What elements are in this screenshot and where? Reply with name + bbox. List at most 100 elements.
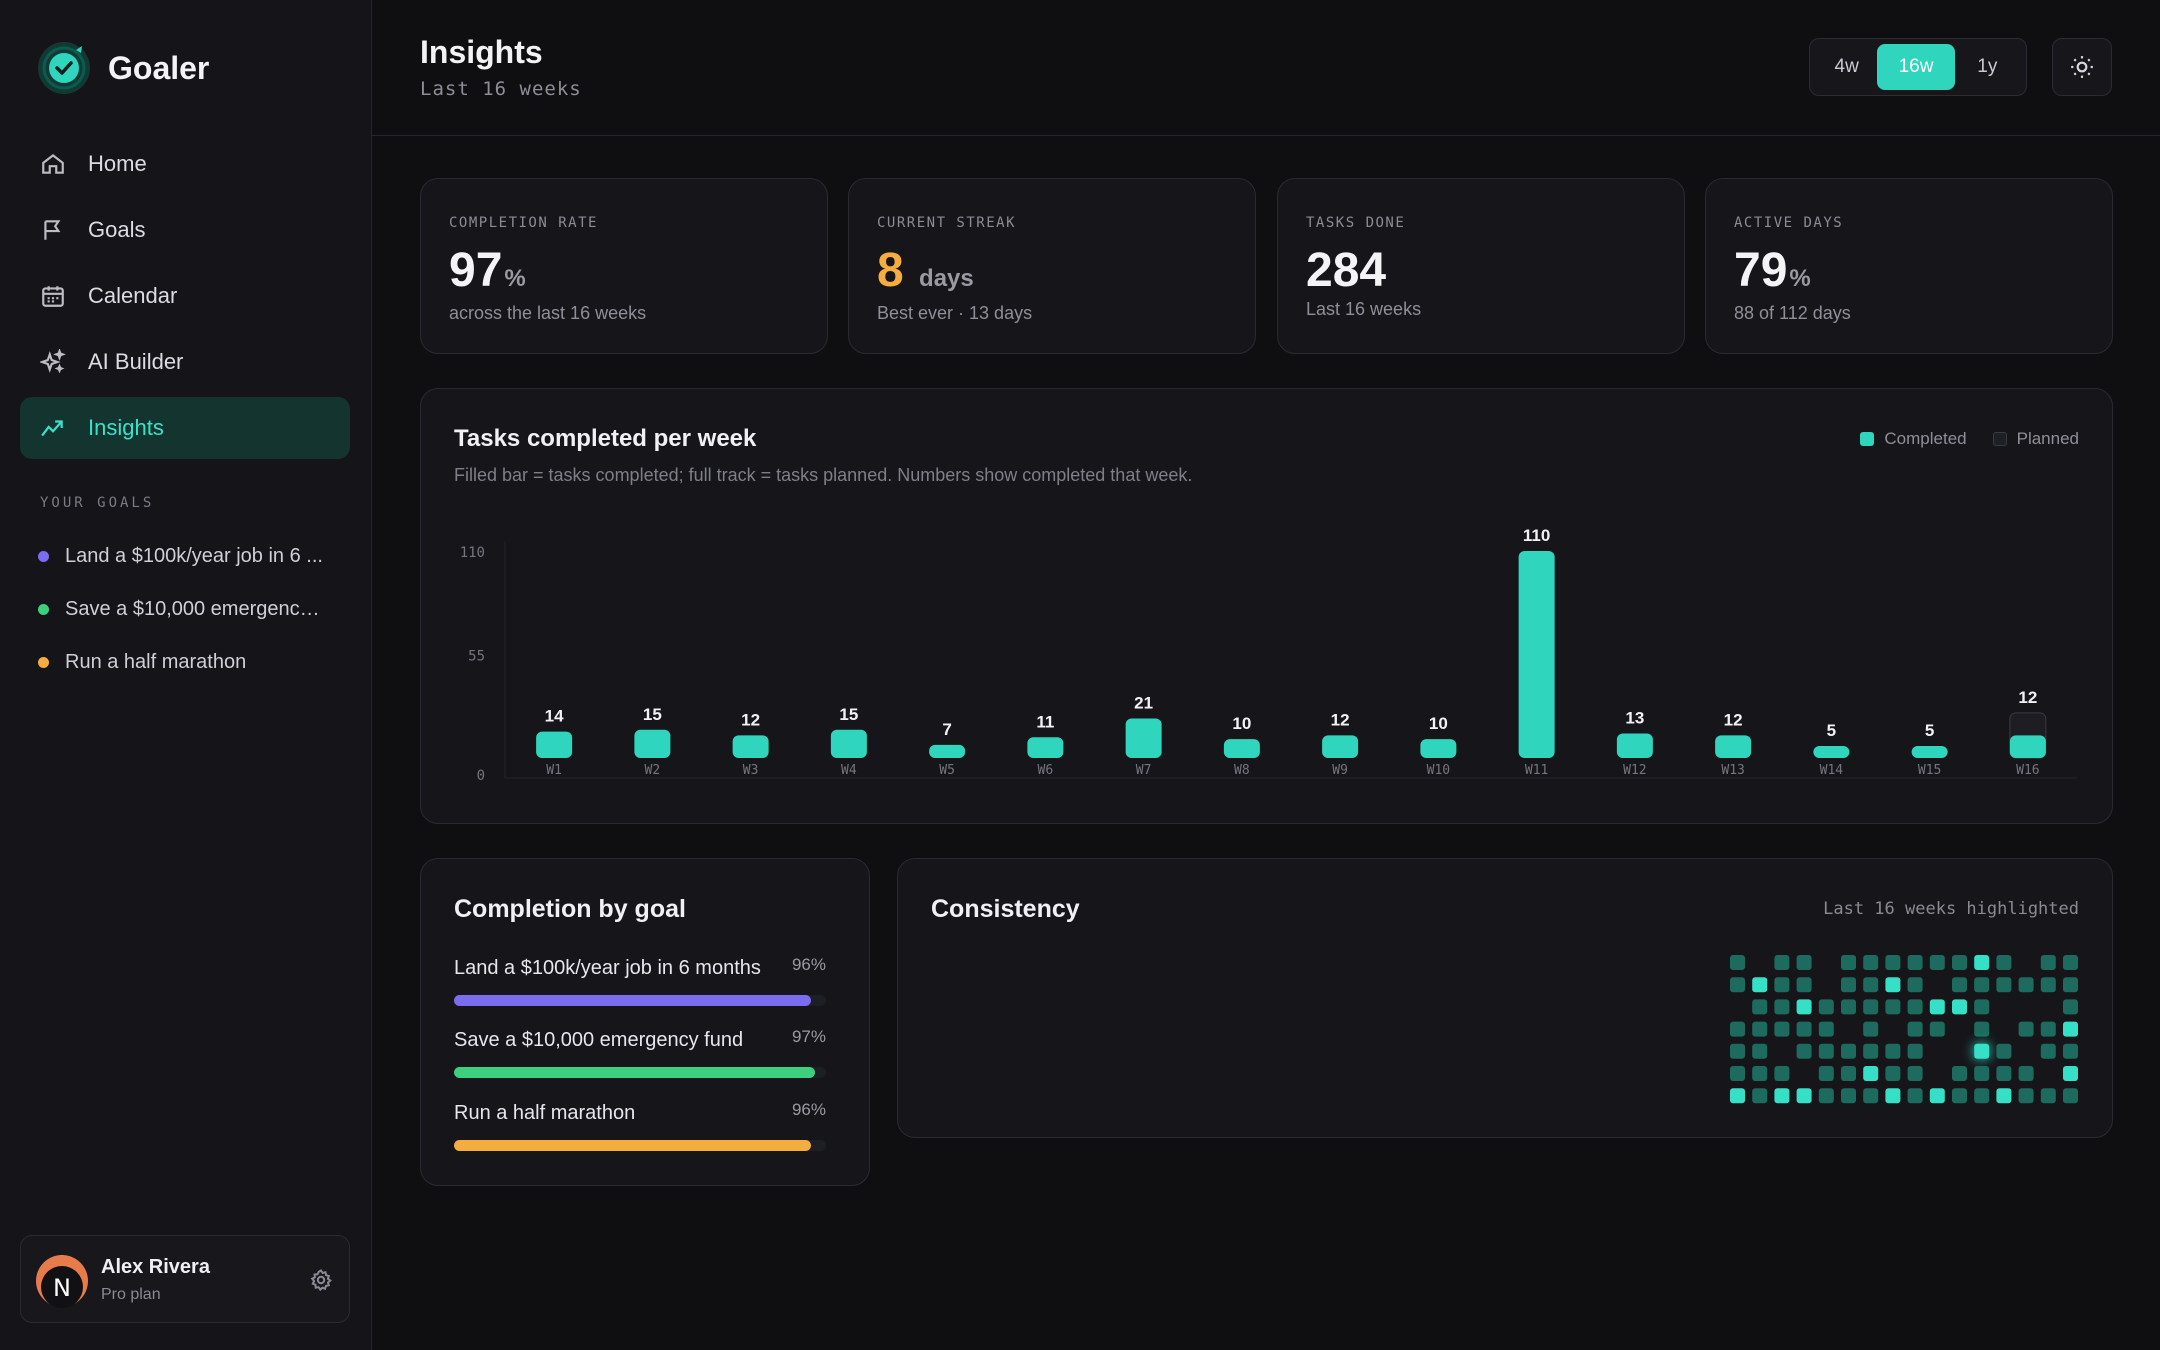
heatmap-cell (2040, 977, 2056, 993)
weekly-tasks-chart-card: 0 55 110 14 W1 15 W2 12 W3 15 W4 7 W5 11 W6 21 W7 10 W8 12 W… (420, 388, 2113, 824)
heatmap-cell (1841, 999, 1856, 1015)
user-card[interactable]: N Alex Rivera Pro plan (20, 1235, 350, 1323)
heatmap-cell (1774, 977, 1790, 993)
user-plan: Pro plan (101, 1286, 161, 1303)
completed-bar[interactable] (1813, 746, 1850, 758)
heatmap-cell (1730, 955, 1745, 970)
completed-bar[interactable] (1125, 718, 1162, 758)
heatmap-cell (2063, 955, 2078, 970)
flag-icon (44, 220, 61, 240)
heatmap-cell (1752, 977, 1768, 993)
heatmap-cell (1863, 1043, 1879, 1059)
stat-label: COMPLETION RATE (449, 215, 598, 231)
completed-bar[interactable] (732, 735, 769, 758)
sidebar-goal-marathon[interactable]: Run a half marathon (38, 636, 338, 689)
goal-progress-fill (454, 995, 812, 1006)
heatmap-cell (1907, 1088, 1923, 1104)
sidebar-goal-savings[interactable]: Save a $10,000 emergency ... (38, 583, 338, 636)
heatmap-cell (1863, 955, 1879, 970)
nav-item-goals[interactable]: Goals (20, 199, 350, 261)
heatmap-cell (1929, 1088, 1945, 1104)
heatmap-cell (1974, 1043, 1990, 1059)
stat-unit: % (1789, 265, 1811, 292)
completed-bar[interactable] (1518, 551, 1555, 758)
goal-color-dot (38, 551, 49, 562)
range-16w-button[interactable]: 16w (1877, 44, 1955, 90)
legend-swatch (1992, 432, 2007, 446)
range-4w-button[interactable]: 4w (1834, 56, 1859, 77)
completed-bar[interactable] (536, 731, 573, 758)
goal-progress-percent: 96% (791, 1100, 826, 1119)
bar-value-label: 7 (942, 720, 951, 739)
completion-by-goal-title: Completion by goal (454, 895, 686, 923)
heatmap-cell (1818, 1066, 1834, 1081)
heatmap-cell (1885, 1043, 1901, 1059)
completed-bar[interactable] (1911, 746, 1948, 758)
completed-bar[interactable] (1715, 735, 1752, 758)
nav-item-calendar[interactable]: Calendar (20, 265, 350, 327)
stat-value: 284 (1306, 243, 1386, 298)
heatmap-cell (1907, 955, 1923, 970)
completed-bar[interactable] (1027, 737, 1064, 758)
gear-icon[interactable] (309, 1268, 333, 1292)
heatmap-cell (1929, 1021, 1945, 1037)
heatmap-cell (1907, 977, 1923, 993)
completed-bar[interactable] (1322, 735, 1359, 758)
heatmap-cell (1730, 1088, 1745, 1104)
goal-progress-fill (454, 1067, 815, 1078)
heatmap-cell (1952, 955, 1967, 970)
heatmap-cell (2040, 1043, 2056, 1059)
stat-number: 284 (1306, 244, 1387, 297)
nav-item-insights[interactable]: Insights (20, 397, 350, 459)
x-tick-label: W7 (1136, 763, 1152, 778)
range-1y-button[interactable]: 1y (1977, 56, 1998, 77)
completed-bar[interactable] (634, 729, 671, 758)
theme-toggle-button[interactable] (2052, 38, 2112, 96)
stat-note: 88 of 112 days (1734, 303, 1851, 323)
brand[interactable]: Goaler (36, 40, 209, 96)
y-tick-label: 55 (468, 649, 485, 665)
nav-item-home[interactable]: Home (20, 133, 350, 195)
stat-unit: % (504, 265, 526, 292)
heatmap-cell (1863, 999, 1879, 1015)
bar-value-label: 11 (1036, 712, 1054, 731)
main-nav: Home Goals Calendar AI Builder Insights (20, 133, 350, 463)
completed-bar[interactable] (1616, 733, 1653, 758)
goal-progress-track (454, 1067, 826, 1078)
goal-progress-row: Land a $100k/year job in 6 months 96% (454, 955, 826, 1006)
trend-icon (41, 420, 63, 437)
y-tick-label: 0 (477, 768, 485, 784)
stat-value: 79% (1734, 243, 1811, 298)
sidebar-goal-job[interactable]: Land a $100k/year job in 6 ... (38, 530, 338, 583)
goal-progress-label: Land a $100k/year job in 6 months (454, 957, 761, 979)
completed-bar[interactable] (2009, 735, 2046, 758)
heatmap-cell (1974, 955, 1990, 970)
heatmap-cell (1818, 1043, 1834, 1059)
bar-value-label: 15 (839, 705, 858, 724)
stat-label: TASKS DONE (1306, 215, 1406, 231)
stat-number: 97 (449, 244, 503, 297)
heatmap-cell (1818, 999, 1834, 1015)
bar-value-label: 14 (545, 707, 564, 726)
y-tick-label: 110 (460, 545, 485, 561)
goal-progress-track (454, 1140, 826, 1151)
heatmap-cell (2018, 1088, 2034, 1104)
heatmap-cell (2063, 1021, 2078, 1037)
completed-bar[interactable] (1420, 739, 1457, 758)
stat-note: Last 16 weeks (1306, 299, 1422, 319)
goal-label: Run a half marathon (65, 651, 247, 673)
completed-bar[interactable] (830, 729, 867, 758)
completed-bar[interactable] (929, 744, 966, 758)
stat-value: 97% (449, 243, 526, 298)
legend-completed: Completed (1860, 429, 1967, 449)
nav-item-label: AI Builder (88, 349, 184, 374)
completed-bar[interactable] (1223, 739, 1260, 758)
nav-item-ai-builder[interactable]: AI Builder (20, 331, 350, 393)
consistency-card: Consistency Last 16 weeks highlighted (897, 858, 2113, 1138)
goal-color-dot (38, 604, 49, 615)
heatmap-cell (1730, 1043, 1745, 1059)
heatmap-cell (1996, 955, 2012, 970)
legend-label: Completed (1884, 429, 1967, 448)
heatmap-cell (2063, 1043, 2078, 1059)
heatmap-cell (1774, 955, 1790, 970)
